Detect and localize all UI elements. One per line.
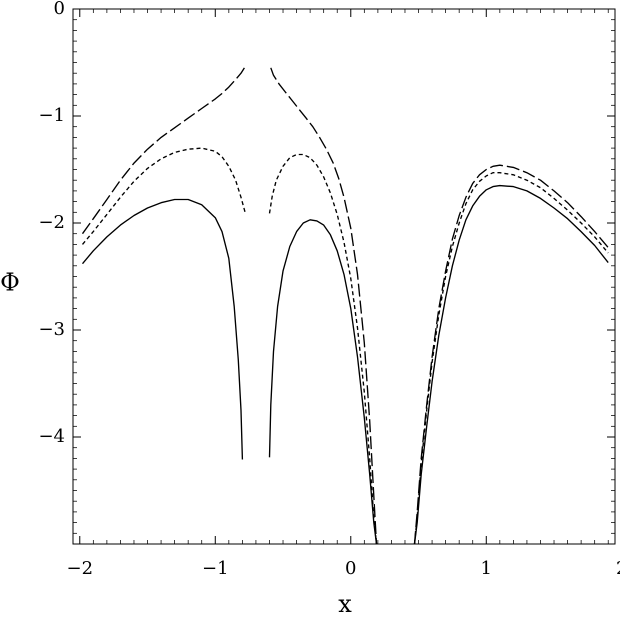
series-layer (81, 66, 609, 545)
series-2-short-dash-branch-1 (81, 147, 246, 245)
y-tick-label: −4 (38, 426, 65, 447)
y-tick-label: −2 (38, 212, 65, 233)
tick-layer (73, 8, 615, 544)
x-tick-label: −1 (202, 558, 229, 579)
y-tick-label: −3 (38, 319, 65, 340)
y-axis-title: Φ (0, 269, 20, 297)
y-tick-label: −1 (38, 105, 65, 126)
series-1-solid-branch-2 (268, 219, 378, 545)
series-3-long-dash-branch-3 (413, 164, 609, 545)
series-1-solid-branch-1 (81, 198, 244, 460)
series-2-short-dash-branch-2 (268, 153, 378, 545)
series-1-solid-branch-3 (413, 184, 609, 545)
x-tick-label: 1 (481, 558, 492, 579)
series-3-long-dash-branch-2 (270, 67, 378, 545)
x-tick-label: −2 (67, 558, 94, 579)
tick-label-layer: −2 −1 0 1 2 0 −1 −2 −3 −4 (38, 0, 620, 579)
series-2-short-dash-branch-3 (413, 172, 609, 545)
x-axis-title: x (338, 590, 352, 618)
y-tick-label: 0 (54, 0, 65, 19)
series-3-long-dash-branch-1 (81, 66, 246, 235)
x-tick-label: 0 (345, 558, 356, 579)
x-tick-label: 2 (616, 558, 620, 579)
